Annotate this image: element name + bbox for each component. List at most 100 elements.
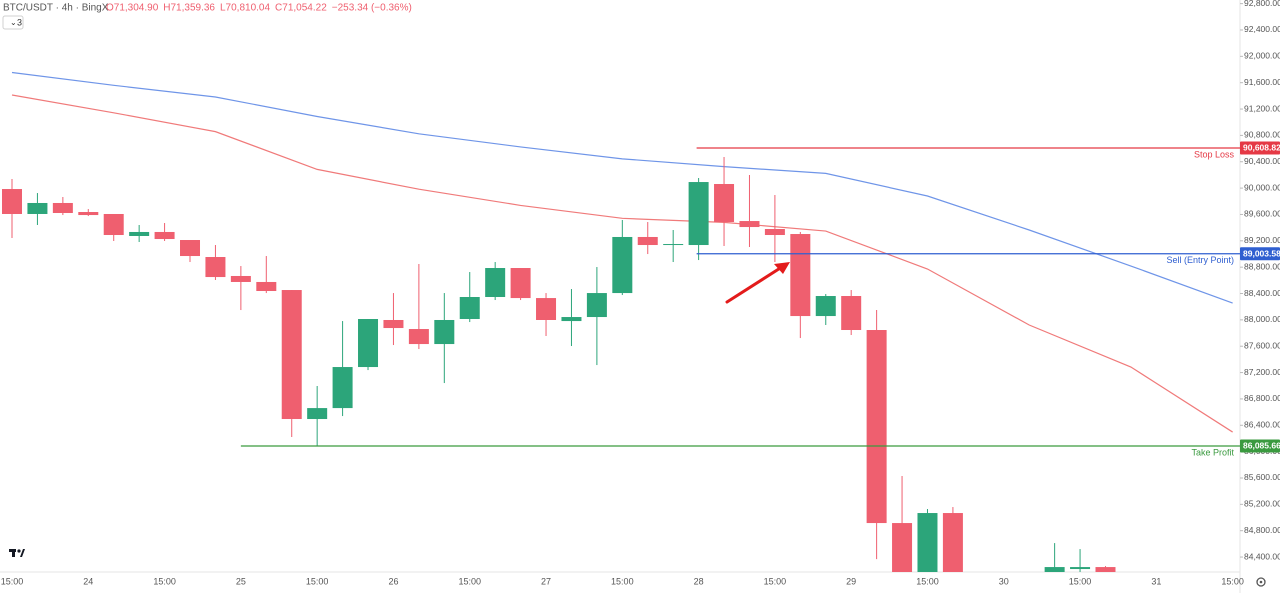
candle-body [256,281,277,292]
y-tick-label: 88,000.00 [1244,314,1280,324]
price-tag-label: 86,085.66 [1243,441,1280,451]
x-tick-label: 15:00 [916,576,939,586]
level-name: Stop Loss [1194,149,1235,159]
candle-body [561,317,582,322]
x-tick-label: 15:00 [764,576,787,586]
candle-body [586,293,607,318]
candle-body [332,367,353,409]
candle-body [27,202,48,214]
candle-body [739,221,760,228]
price-tag [1240,247,1280,261]
ohlc-value: H71,359.36 [163,3,215,14]
y-tick-label: 84,800.00 [1244,525,1280,535]
x-tick-label: 15:00 [153,576,176,586]
arrow-head [774,262,790,274]
y-tick-label: 92,400.00 [1244,24,1280,34]
y-tick-label: 85,600.00 [1244,472,1280,482]
candle-body [154,231,175,240]
candle-body [103,213,124,236]
candle-body [1044,567,1065,572]
x-tick-label: 15:00 [306,576,329,586]
candle-body [892,523,913,572]
indicator-count: 3 [17,17,22,27]
x-tick-label: 28 [694,576,704,586]
level-name: Sell (Entry Point) [1166,255,1234,265]
y-tick-label: 90,800.00 [1244,130,1280,140]
y-tick-label: 88,800.00 [1244,261,1280,271]
candle-body [129,231,150,236]
candle-body [815,296,836,317]
candle-body [434,319,455,345]
candle-body [230,275,251,282]
indicators-toggle[interactable] [2,15,24,30]
candle-body [510,268,531,299]
candle-body [307,408,328,420]
settings-icon[interactable] [1256,577,1266,587]
candle-body [180,240,201,257]
plot-area [2,71,1233,572]
candle-body [1070,567,1091,570]
y-tick-label: 92,000.00 [1244,51,1280,61]
candle-body [536,298,557,320]
x-tick-label: 31 [1151,576,1161,586]
y-tick-label: 86,800.00 [1244,393,1280,403]
candle-body [459,297,480,320]
candle-body [790,234,811,317]
candle-body [52,202,73,214]
symbol: BTC/USDT · 4h · BingX [3,3,109,14]
x-tick-label: 24 [83,576,93,586]
candle-body [281,290,302,420]
candle-body [2,189,22,214]
candle-body [205,257,226,278]
candle-body [1095,567,1116,572]
ohlc-value: C71,054.22 [275,3,327,14]
candle-body [841,296,862,331]
x-tick-label: 15:00 [1,576,24,586]
ohlc-value: L70,810.04 [220,3,270,14]
y-tick-label: 87,600.00 [1244,340,1280,350]
candle-body [637,236,658,246]
x-tick-label: 15:00 [458,576,481,586]
candle-body [917,513,938,572]
candle-body [383,319,404,329]
x-tick-label: 25 [236,576,246,586]
candle-body [358,319,379,368]
y-tick-label: 89,600.00 [1244,209,1280,219]
level-name: Take Profit [1191,447,1234,457]
y-tick-label: 92,800.00 [1244,0,1280,8]
candle-body [688,182,709,246]
y-tick-label: 86,400.00 [1244,420,1280,430]
price-tag [1240,439,1280,453]
candle-body [485,268,506,298]
y-tick-label: 84,400.00 [1244,551,1280,561]
x-tick-label: 29 [846,576,856,586]
price-tag-label: 89,003.58 [1243,248,1280,258]
moving-average [11,94,1233,433]
ohlc-value: O71,304.90 [106,3,159,14]
candle-body [78,212,99,216]
ohlc-legend: O71,304.90 H71,359.36 L70,810.04 C71,054.22… [106,3,412,14]
price-tag-label: 90,608.82 [1243,143,1280,153]
tv-logo [9,549,25,557]
candle-body [942,513,963,572]
x-tick-label: 26 [388,576,398,586]
x-tick-label: 15:00 [611,576,634,586]
x-tick-label: 15:00 [1221,576,1244,586]
x-tick-label: 15:00 [1069,576,1092,586]
arrow [725,263,787,304]
x-tick-label: 27 [541,576,551,586]
y-tick-label: 85,200.00 [1244,499,1280,509]
y-tick-label: 89,200.00 [1244,235,1280,245]
candle-body [714,184,735,223]
chevron: ⌄ [10,18,17,27]
y-tick-label: 88,400.00 [1244,288,1280,298]
candle-body [663,244,684,246]
y-tick-label: 91,600.00 [1244,77,1280,87]
ohlc-value: −253.34 (−0.36%) [332,3,412,14]
candle-body [764,229,785,236]
y-tick-label: 87,200.00 [1244,367,1280,377]
candle-body [866,330,887,524]
